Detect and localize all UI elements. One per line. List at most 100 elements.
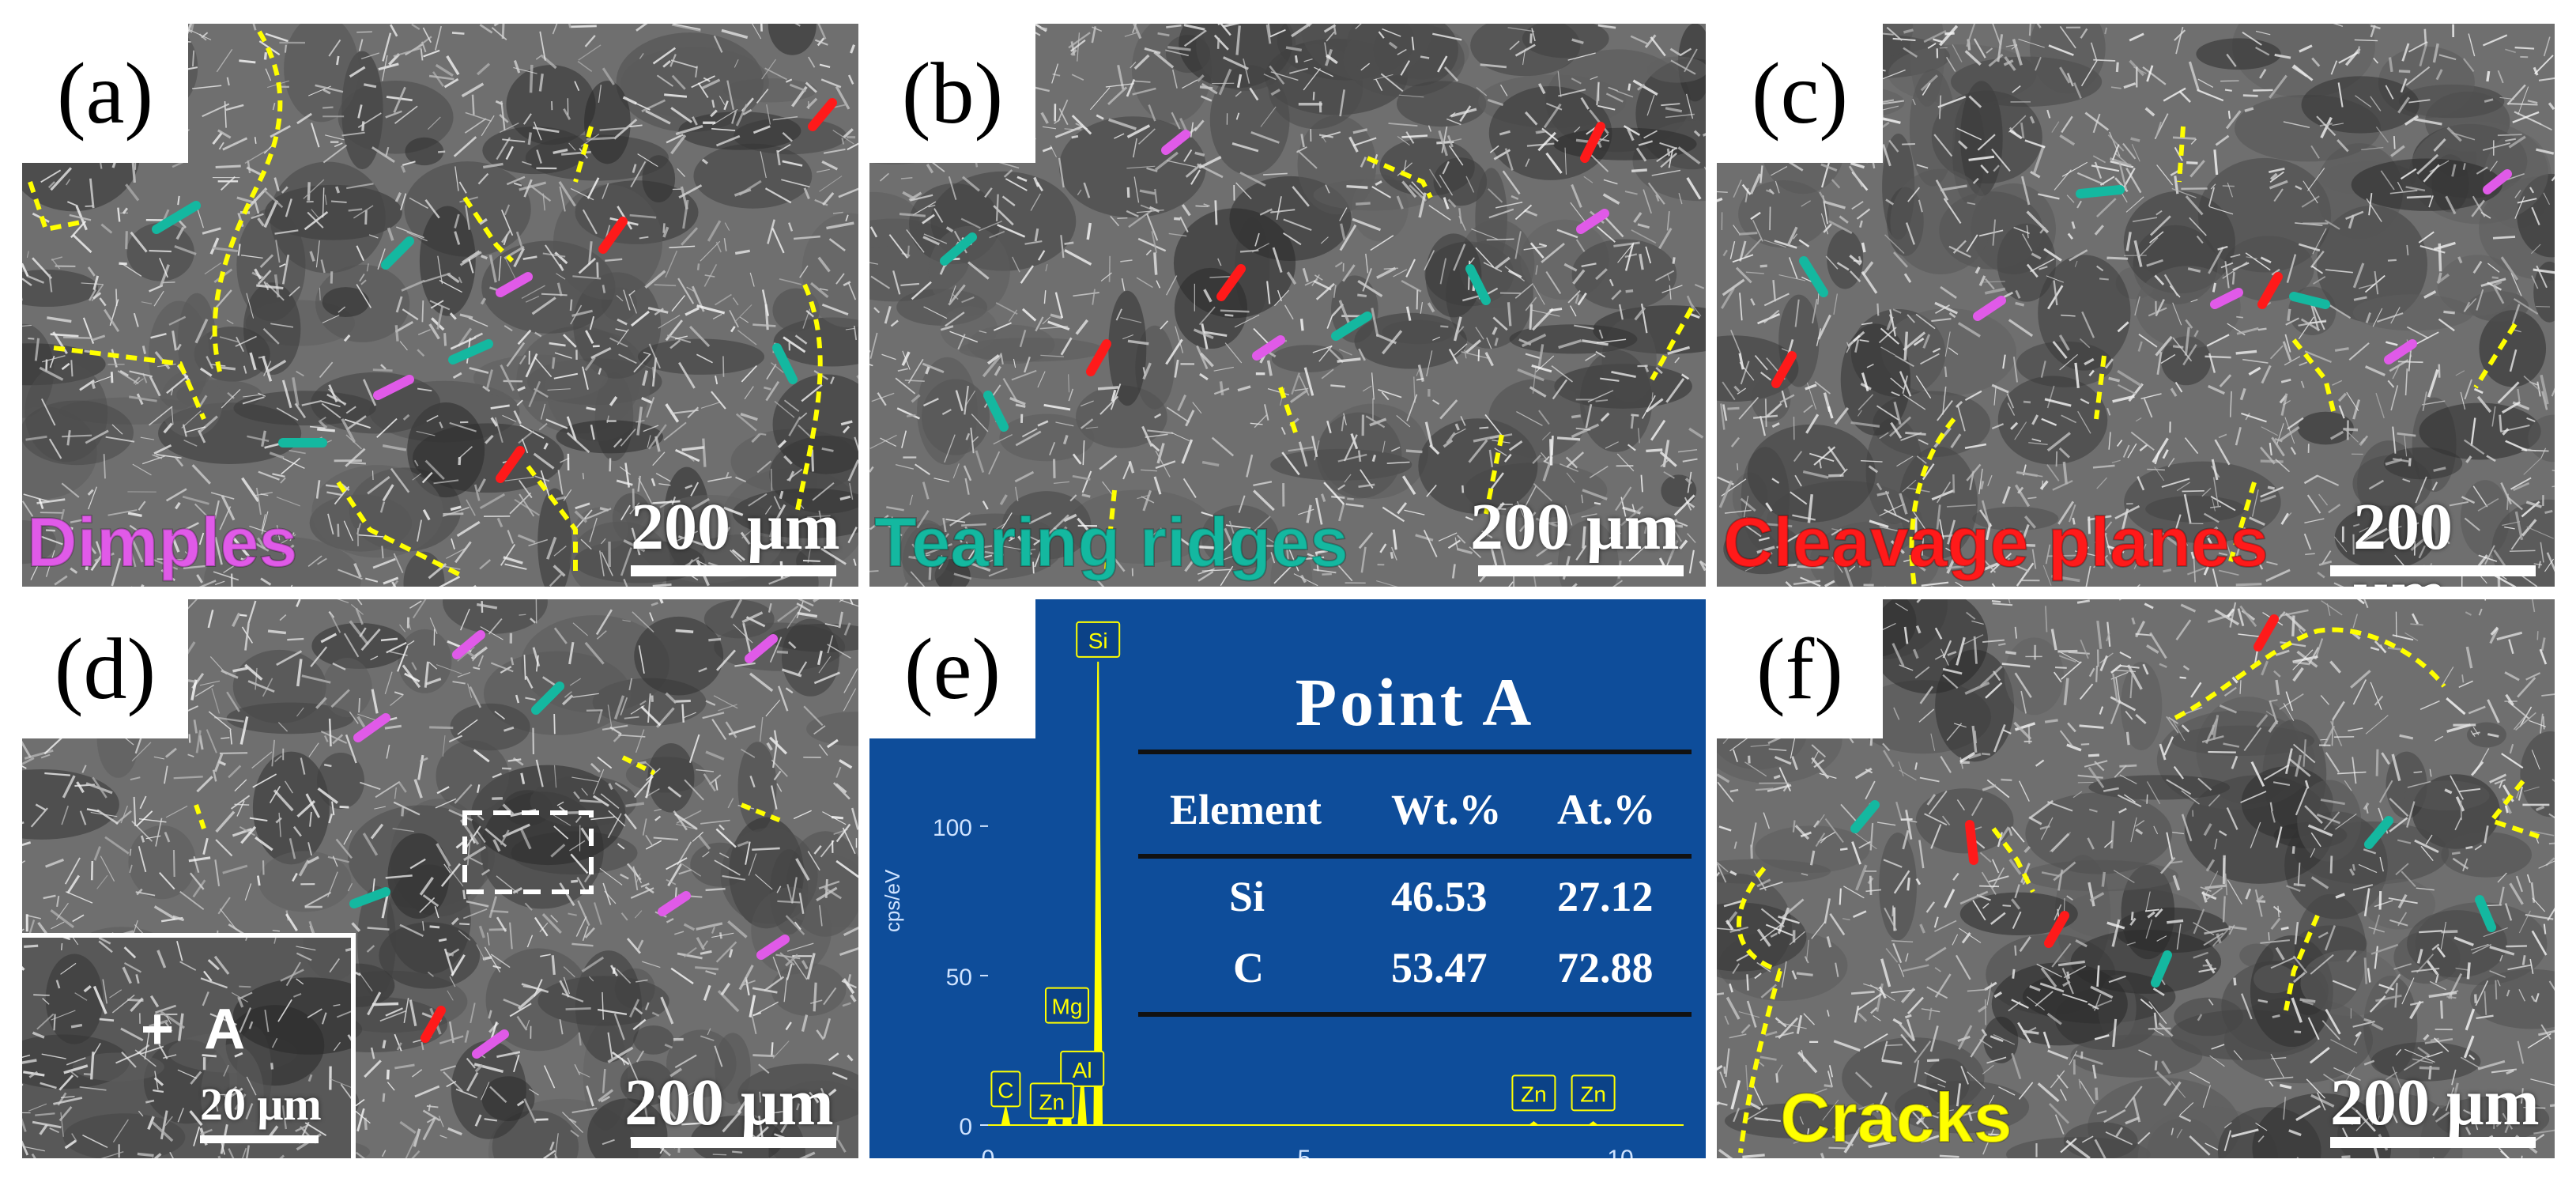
scale-bar-label: 200 μm xyxy=(624,1066,834,1139)
tearing-ridge-arrow xyxy=(2076,185,2125,198)
scale-bar xyxy=(2330,1137,2536,1148)
dimple-arrow xyxy=(1576,209,1609,234)
panel-b-sem-image: (b) Tearing ridges 200 μm xyxy=(869,24,1706,587)
cleavage-arrow xyxy=(1771,351,1797,388)
crack-outlines xyxy=(1104,156,1694,570)
peak-label: Zn xyxy=(1039,1089,1065,1114)
tearing-ridge-arrow xyxy=(2364,816,2393,849)
crack-line xyxy=(2487,780,2540,839)
panel-a-sem-image: (a) Dimples 200 μm xyxy=(22,24,858,587)
crosshair-icon: + xyxy=(141,998,175,1061)
peak-label: Mg xyxy=(1052,995,1083,1019)
tearing-ridge-arrow xyxy=(349,887,390,908)
cleavage-arrow xyxy=(1580,122,1605,163)
peak-label: Zn xyxy=(1580,1082,1606,1106)
crack-outlines xyxy=(194,755,783,829)
scale-bar xyxy=(1478,565,1684,576)
peak-label: Al xyxy=(1073,1058,1092,1082)
fractograph-texture xyxy=(1717,599,2555,1158)
crack-line xyxy=(2228,481,2257,562)
spectrum-fill xyxy=(988,661,1684,1126)
crack-line xyxy=(212,30,283,372)
crack-line xyxy=(2174,627,2446,720)
crack-outlines xyxy=(1736,627,2540,1154)
cleavage-arrow xyxy=(808,98,837,131)
cell-at: 72.88 xyxy=(1557,944,1654,991)
scale-bar-label: 200 μm xyxy=(631,490,840,564)
point-a-marker: + A xyxy=(141,1001,245,1058)
inset-scale-bar-label: 20 μm xyxy=(200,1078,322,1130)
crack-line xyxy=(794,283,823,515)
fractograph-texture xyxy=(869,24,1706,587)
crack-line xyxy=(194,804,206,829)
crack-line xyxy=(28,181,86,232)
crack-line xyxy=(462,196,515,263)
cleavage-arrow xyxy=(1086,339,1111,376)
region-of-interest-box xyxy=(462,810,594,894)
peak-label-box xyxy=(1045,987,1089,1024)
fractograph-texture xyxy=(1717,24,2555,587)
arrows xyxy=(1771,169,2512,388)
crack-line xyxy=(1278,387,1299,436)
tearing-ridge-arrow xyxy=(940,232,977,266)
cleavage-arrow xyxy=(1965,820,1978,865)
tearing-ridge-arrow xyxy=(531,682,564,715)
fractograph-texture xyxy=(22,24,858,587)
crack-line xyxy=(1484,434,1504,515)
tearing-ridge-arrow xyxy=(1850,800,1880,833)
crack-line xyxy=(1991,827,2035,893)
table-rule-bottom xyxy=(1138,1012,1692,1017)
x-tick-label: 0 xyxy=(982,1146,995,1158)
cleavage-arrow xyxy=(421,1006,446,1043)
cleavage-arrow xyxy=(598,217,628,254)
dimple-arrow xyxy=(1161,130,1190,155)
header-at: At.% xyxy=(1557,786,1656,833)
tearing-ridge-arrow xyxy=(1799,256,1828,297)
caption-tearing-ridges: Tearing ridges xyxy=(873,503,1349,581)
tearing-ridge-arrow xyxy=(381,236,414,270)
tearing-ridge-arrow xyxy=(2475,895,2496,932)
crack-line xyxy=(1738,970,1782,1154)
peak-label-box xyxy=(1076,621,1121,658)
crack-line xyxy=(740,802,783,823)
point-label: A xyxy=(204,998,246,1061)
dimple-arrow xyxy=(2483,169,2512,194)
cell-wt: 53.47 xyxy=(1391,944,1488,991)
table-rule-mid xyxy=(1138,854,1692,859)
caption-dimples: Dimples xyxy=(26,503,298,581)
scale-bar xyxy=(631,565,836,576)
peak-label-box xyxy=(1060,1050,1105,1087)
peak-label: C xyxy=(998,1078,1013,1102)
caption-cleavage-planes: Cleavage planes xyxy=(1722,503,2269,581)
tearing-ridge-arrow xyxy=(2289,292,2330,309)
header-element: Element xyxy=(1170,786,1322,833)
crack-line xyxy=(2284,914,2320,1011)
crack-outlines xyxy=(28,30,823,580)
dimple-arrow xyxy=(745,634,778,663)
crack-line xyxy=(573,126,594,183)
peak-label-box xyxy=(1029,1082,1074,1120)
cell-at: 27.12 xyxy=(1557,873,1654,920)
scale-bar xyxy=(2330,565,2536,576)
crack-line xyxy=(1104,489,1117,570)
arrows xyxy=(152,98,837,483)
annotation-overlay xyxy=(1771,126,2518,587)
y-tick-label: 50 xyxy=(946,965,972,991)
panel-c-sem-image: (c) Cleavage planes 200 μm xyxy=(1717,24,2555,587)
inset-scale-bar xyxy=(200,1135,319,1143)
annotation-overlay xyxy=(1736,614,2540,1154)
crack-line xyxy=(621,755,656,776)
dimple-arrow xyxy=(472,1029,509,1059)
composition-table: Point A Element Wt.% At.% Si 46.53 27.12… xyxy=(1138,647,1692,1026)
tearing-ridge-arrow xyxy=(772,343,798,384)
dimple-arrow xyxy=(1973,296,2006,321)
panel-e-eds-spectrum: 100 50 00 5 10 cps/eV Si Mg Al C Zn Zn Zn (e) Point … xyxy=(869,599,1706,1158)
dimple-arrow xyxy=(756,935,790,960)
crack-line xyxy=(2291,338,2336,412)
crack-line xyxy=(2473,323,2518,389)
dimple-arrow xyxy=(452,630,485,659)
scale-bar xyxy=(631,1137,836,1148)
crack-line xyxy=(1650,307,1694,381)
tearing-ridge-arrow xyxy=(2151,950,2172,988)
caption-cracks: Cracks xyxy=(1779,1078,2013,1157)
